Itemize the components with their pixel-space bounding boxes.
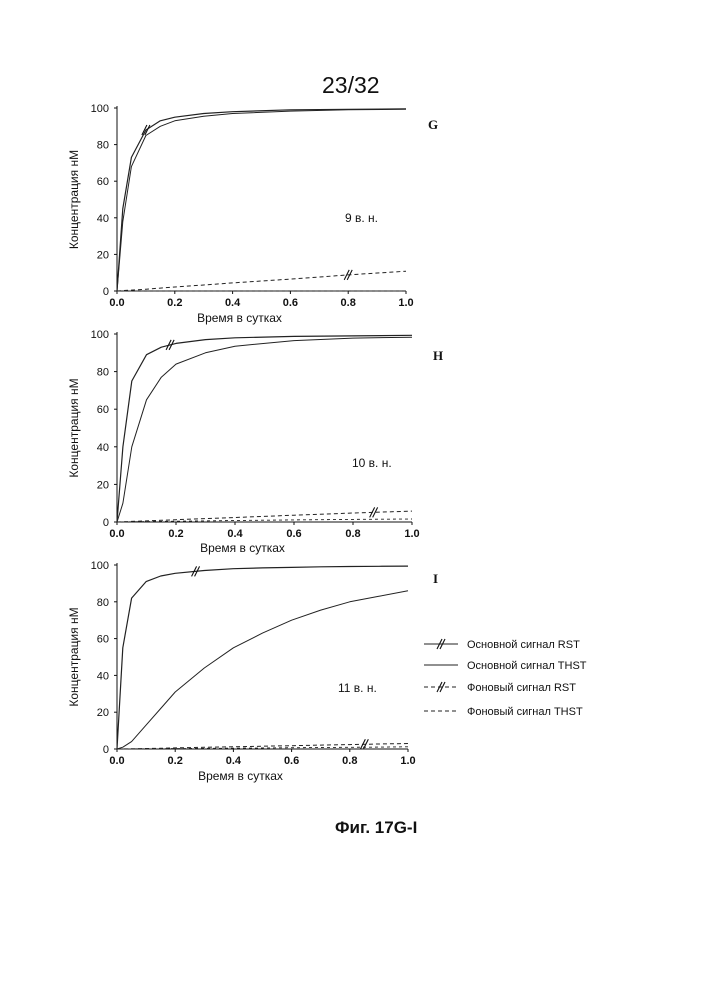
legend-label-3: Фоновый сигнал RST: [467, 682, 576, 694]
y-axis-label: Концентрация нМ: [67, 378, 81, 477]
chart-legend: Основной сигнал RST Основной сигнал THST Ф…: [424, 638, 587, 718]
x-tick-label: 0.8: [345, 528, 360, 540]
x-axis-label: Время в сутках: [200, 541, 285, 555]
series-marker-1-a: [141, 124, 148, 136]
series-marker-1-b: [168, 339, 175, 351]
x-tick-label: 0.0: [109, 755, 124, 767]
series-marker-2-b: [372, 507, 379, 518]
legend-label-4: Фоновый сигнал THST: [467, 706, 583, 718]
page-number: 23/32: [322, 72, 380, 98]
series-marker-1-b: [144, 124, 151, 136]
x-tick-label: 0.2: [168, 755, 183, 767]
series-marker-2-b: [362, 739, 369, 750]
chart-panel-i: 0 20 40 60 80 100 0.0 0.2 0.4 0.6 0.8 1.0 Время в су…: [67, 560, 438, 783]
series-line-1: [116, 334, 413, 523]
y-tick-label: 20: [97, 479, 109, 491]
x-tick-label: 0.2: [168, 528, 183, 540]
x-tick-label: 0.4: [226, 755, 242, 767]
series-line-3: [116, 510, 413, 523]
series-line-2: [116, 108, 407, 292]
x-axis-label: Время в сутках: [198, 769, 283, 783]
legend-marker-1-b: [439, 638, 446, 650]
x-tick-label: 1.0: [400, 755, 415, 767]
y-axis-label: Концентрация нМ: [67, 607, 81, 706]
chart-panel-g: 0 20 40 60 80 100 0.0 0.2 0.4 0.6 0.8 1.0 Время в су…: [67, 103, 438, 325]
y-tick-label: 40: [97, 442, 109, 454]
series-marker-1-a: [191, 566, 198, 577]
y-axis-label: Концентрация нМ: [67, 150, 81, 249]
panel-letter: H: [433, 348, 443, 363]
x-tick-label: 1.0: [398, 297, 413, 309]
x-tick-label: 0.4: [227, 528, 243, 540]
series-marker-2-a: [343, 269, 350, 281]
panel-letter: G: [428, 117, 438, 132]
y-tick-label: 20: [97, 249, 109, 261]
x-axis-label: Время в сутках: [197, 311, 282, 325]
chart-panel-h: 0 20 40 60 80 100 0.0 0.2 0.4 0.6 0.8 1.0 Время в су…: [67, 329, 443, 555]
y-tick-label: 40: [97, 670, 109, 682]
y-tick-label: 60: [97, 176, 109, 188]
x-tick-label: 0.6: [283, 297, 298, 309]
legend-marker-3-a: [436, 681, 443, 693]
series-marker-2-a: [369, 507, 376, 518]
panel-annotation: 9 в. н.: [345, 211, 378, 225]
x-tick-label: 0.4: [225, 297, 241, 309]
figure-caption: Фиг. 17G-I: [335, 818, 418, 837]
series-line-1: [116, 565, 409, 750]
panel-annotation: 10 в. н.: [352, 456, 392, 470]
series-line-3: [116, 270, 407, 292]
x-tick-label: 0.0: [109, 528, 124, 540]
y-tick-label: 40: [97, 213, 109, 225]
y-tick-label: 100: [91, 103, 109, 115]
series-marker-1-b: [194, 566, 201, 577]
y-tick-label: 60: [97, 404, 109, 416]
series-line-1: [116, 108, 407, 292]
series-line-2: [116, 336, 413, 523]
series-marker-2-a: [359, 739, 366, 750]
legend-label-2: Основной сигнал THST: [467, 660, 587, 672]
series-line-2: [116, 590, 409, 750]
y-tick-label: 0: [103, 744, 109, 756]
panel-annotation: 11 в. н.: [338, 681, 377, 695]
x-tick-label: 0.2: [167, 297, 182, 309]
series-line-3: [116, 743, 409, 750]
x-tick-label: 1.0: [404, 528, 419, 540]
y-tick-label: 0: [103, 286, 109, 298]
x-tick-label: 0.8: [342, 755, 357, 767]
x-tick-label: 0.0: [109, 297, 124, 309]
x-tick-label: 0.8: [341, 297, 356, 309]
y-tick-label: 80: [97, 140, 109, 152]
y-tick-label: 80: [97, 597, 109, 609]
y-tick-label: 60: [97, 634, 109, 646]
x-tick-label: 0.6: [284, 755, 299, 767]
legend-label-1: Основной сигнал RST: [467, 639, 580, 651]
panel-letter: I: [433, 571, 438, 586]
y-tick-label: 100: [91, 560, 109, 572]
y-tick-label: 20: [97, 707, 109, 719]
legend-marker-1-a: [436, 638, 443, 650]
series-marker-2-b: [346, 269, 353, 281]
y-tick-label: 0: [103, 517, 109, 529]
y-tick-label: 100: [91, 329, 109, 341]
series-marker-1-a: [165, 339, 172, 351]
y-tick-label: 80: [97, 367, 109, 379]
x-tick-label: 0.6: [286, 528, 301, 540]
legend-marker-3-b: [439, 681, 446, 693]
